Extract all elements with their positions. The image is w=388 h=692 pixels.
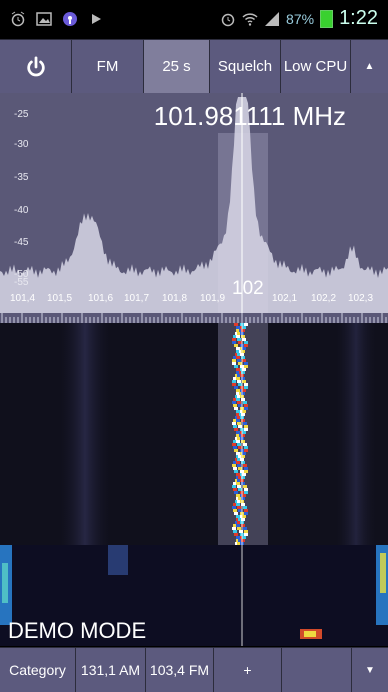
db-label: -50	[14, 269, 29, 280]
db-label: -35	[14, 172, 29, 183]
image-icon	[36, 11, 52, 26]
freq-tick: 101,6	[88, 293, 114, 304]
db-label: -40	[14, 205, 29, 216]
db-label: -55	[14, 277, 29, 288]
clock: 1:22	[339, 7, 378, 29]
db-label: -45	[14, 237, 29, 248]
alarm-icon	[11, 11, 25, 26]
category-button[interactable]: Category	[0, 648, 76, 692]
bottom-more-button[interactable]: ▼	[365, 664, 375, 676]
db-label: -25	[14, 109, 29, 120]
mode-button[interactable]: FM	[72, 40, 144, 93]
preset-button[interactable]: 103,4 FM	[146, 648, 214, 692]
power-button[interactable]	[0, 40, 72, 93]
toolbar-more-button[interactable]: ▲	[364, 61, 375, 72]
battery-percent: 87%	[286, 10, 315, 27]
freq-tick: 101,4	[10, 293, 36, 304]
signal-icon	[265, 11, 280, 26]
spectrum-view[interactable]: 101.981111 MHz -25 -30 -35 -40 -45 -50 -…	[0, 93, 388, 315]
wifi-icon	[242, 12, 258, 26]
podcast-icon	[63, 11, 77, 26]
waterfall-view[interactable]	[0, 323, 388, 646]
power-icon	[26, 55, 45, 76]
battery-icon	[320, 9, 334, 28]
freq-tick: 102,3	[348, 293, 374, 304]
demo-mode-label: DEMO MODE	[8, 618, 147, 643]
squelch-button[interactable]: Squelch	[210, 40, 281, 93]
empty-preset-slot[interactable]	[282, 648, 352, 692]
freq-tick: 101,9	[200, 293, 226, 304]
freq-tick: 102,1	[272, 293, 298, 304]
bottom-toolbar: Category 131,1 AM 103,4 FM + ▼	[0, 647, 388, 692]
status-bar: 87% 1:22	[0, 0, 388, 37]
low-cpu-button[interactable]: Low CPU	[281, 40, 351, 93]
frequency-ruler	[0, 313, 388, 323]
freq-tick: 101,5	[47, 293, 73, 304]
duration-button[interactable]: 25 s	[144, 40, 210, 93]
add-preset-button[interactable]: +	[214, 648, 282, 692]
freq-tick: 101,7	[124, 293, 150, 304]
alarm-icon	[221, 13, 235, 26]
db-label: -30	[14, 139, 29, 150]
preset-button[interactable]: 131,1 AM	[76, 648, 146, 692]
center-frequency-label: 102	[232, 278, 264, 299]
play-icon	[92, 13, 101, 24]
freq-tick: 102,2	[311, 293, 337, 304]
spectrum-graph	[0, 93, 388, 315]
freq-tick: 101,8	[162, 293, 188, 304]
frequency-display: 101.981111 MHz	[153, 101, 346, 131]
top-toolbar: FM 25 s Squelch Low CPU ▲	[0, 39, 388, 94]
waterfall-graph	[0, 323, 388, 646]
